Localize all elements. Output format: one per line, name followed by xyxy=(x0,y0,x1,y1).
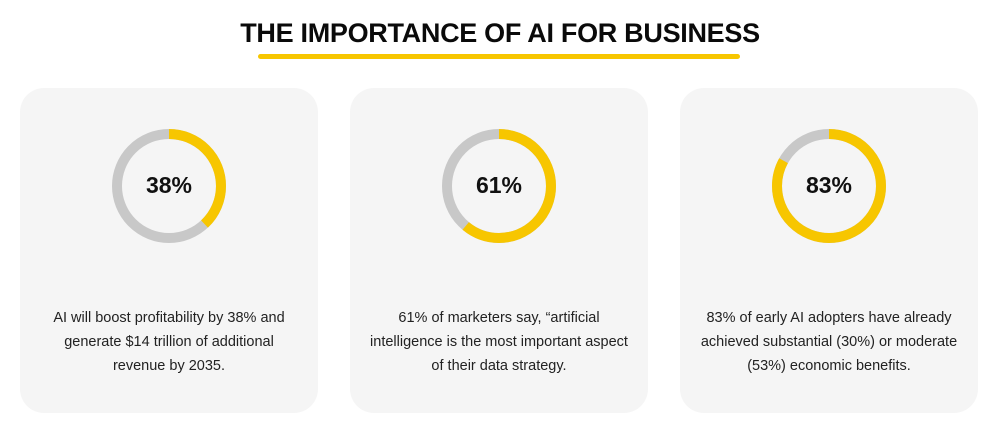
donut-gauge xyxy=(112,129,226,243)
stat-card: 61% 61% of marketers say, “artificial in… xyxy=(350,88,648,413)
stat-percentage: 83% xyxy=(805,172,853,198)
page-title: THE IMPORTANCE OF AI FOR BUSINESS xyxy=(240,18,760,48)
donut-gauge xyxy=(442,129,556,243)
gauge-fill xyxy=(442,129,556,243)
stat-percentage: 38% xyxy=(145,172,193,198)
gauge-fill xyxy=(112,129,226,243)
stat-description: 83% of early AI adopters have already ac… xyxy=(700,310,958,374)
stat-card: 83% 83% of early AI adopters have alread… xyxy=(680,88,978,413)
stat-description: 61% of marketers say, “artificial intell… xyxy=(370,310,628,374)
donut-gauge xyxy=(772,129,886,243)
stat-card: 38% AI will boost profitability by 38% a… xyxy=(20,88,318,413)
stat-percentage: 61% xyxy=(475,172,523,198)
gauge-fill xyxy=(772,129,886,243)
stat-description: AI will boost profitability by 38% and g… xyxy=(53,310,285,374)
title-underline xyxy=(258,54,740,59)
